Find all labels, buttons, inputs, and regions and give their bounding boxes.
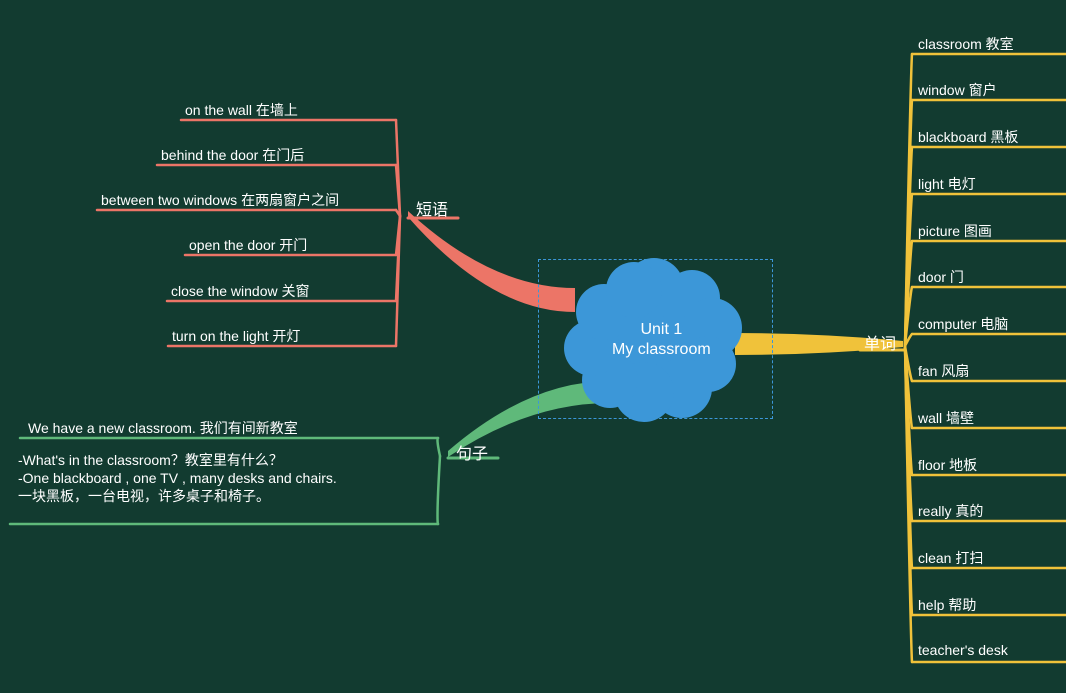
sentence-line: -One blackboard , one TV , many desks an… bbox=[18, 470, 337, 486]
phrase-item-1: behind the door 在门后 bbox=[161, 145, 304, 165]
word-item-2: blackboard 黑板 bbox=[918, 127, 1018, 147]
word-item-10: really 真的 bbox=[918, 501, 983, 521]
central-line2: My classroom bbox=[612, 341, 711, 358]
word-item-6: computer 电脑 bbox=[918, 314, 1008, 334]
phrase-item-3: open the door 开门 bbox=[189, 235, 307, 255]
word-item-8: wall 墙壁 bbox=[918, 408, 974, 428]
word-item-9: floor 地板 bbox=[918, 455, 977, 475]
sentence-line: -What's in the classroom？教室里有什么？ bbox=[18, 450, 337, 470]
word-item-5: door 门 bbox=[918, 267, 964, 287]
word-item-1: window 窗户 bbox=[918, 80, 997, 100]
word-item-12: help 帮助 bbox=[918, 595, 976, 615]
word-item-3: light 电灯 bbox=[918, 174, 976, 194]
word-item-0: classroom 教室 bbox=[918, 34, 1014, 54]
sentence-item-1: -What's in the classroom？教室里有什么？-One bla… bbox=[18, 450, 337, 506]
phrase-item-4: close the window 关窗 bbox=[171, 281, 310, 301]
mindmap-canvas: Unit 1 My classroom 短语 句子 单词 on the wall… bbox=[0, 0, 1066, 693]
sentence-line: We have a new classroom. 我们有间新教室 bbox=[28, 418, 298, 438]
branch-label-phrases: 短语 bbox=[416, 196, 448, 220]
central-line1: Unit 1 bbox=[640, 321, 682, 338]
phrase-item-0: on the wall 在墙上 bbox=[185, 100, 298, 120]
branch-label-words: 单词 bbox=[864, 330, 896, 354]
word-item-7: fan 风扇 bbox=[918, 361, 969, 381]
central-node-text: Unit 1 My classroom bbox=[612, 320, 711, 360]
sentence-item-0: We have a new classroom. 我们有间新教室 bbox=[28, 418, 298, 438]
branch-label-sentences: 句子 bbox=[456, 440, 488, 464]
word-item-11: clean 打扫 bbox=[918, 548, 983, 568]
central-cloud bbox=[0, 0, 1066, 693]
sentence-line: 一块黑板，一台电视，许多桌子和椅子。 bbox=[18, 486, 337, 506]
phrase-item-2: between two windows 在两扇窗户之间 bbox=[101, 190, 339, 210]
word-item-13: teacher's desk bbox=[918, 642, 1008, 658]
phrase-item-5: turn on the light 开灯 bbox=[172, 326, 300, 346]
word-item-4: picture 图画 bbox=[918, 221, 992, 241]
